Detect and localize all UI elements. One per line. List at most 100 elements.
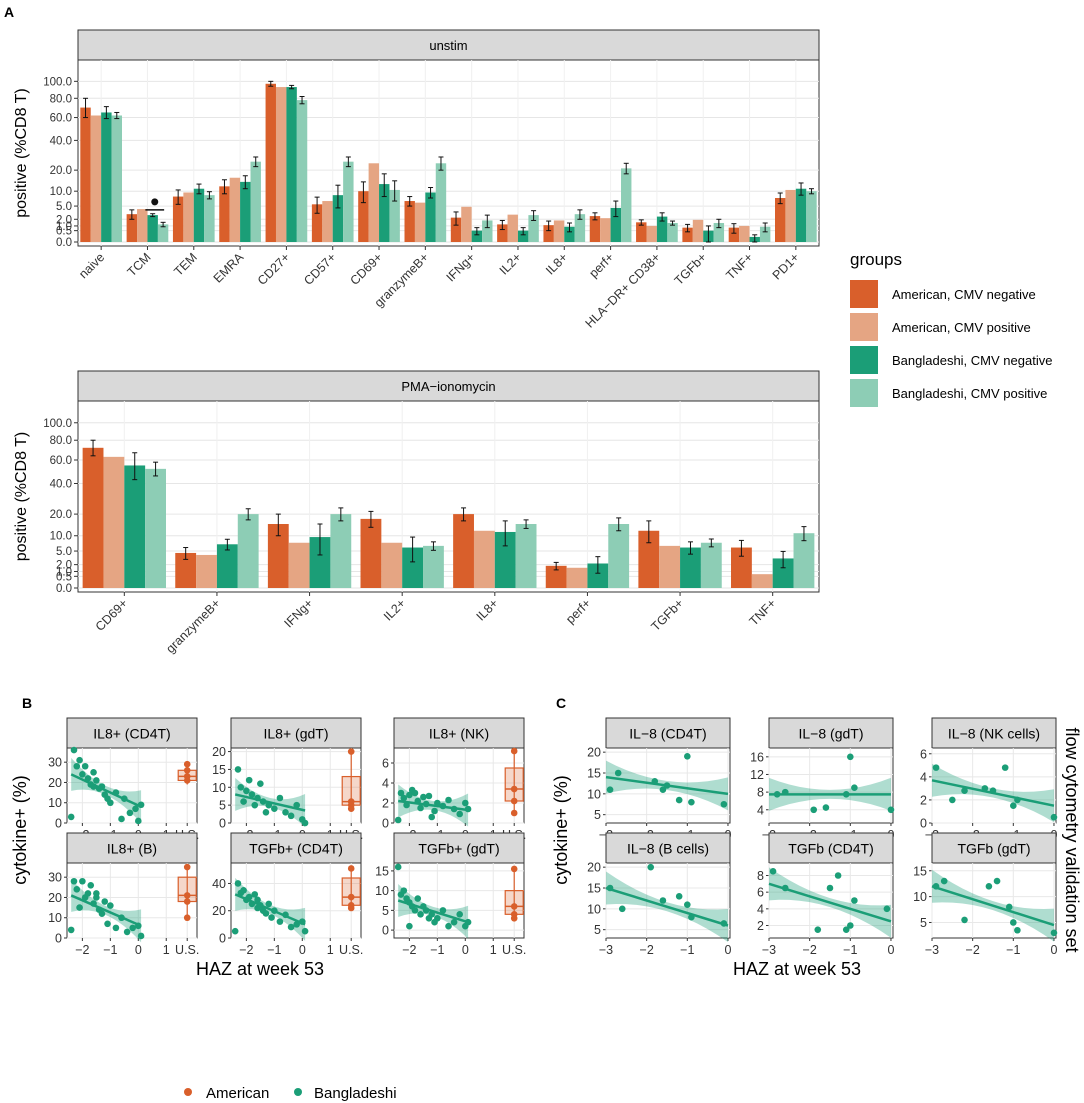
bar bbox=[145, 468, 166, 588]
facet-title: IL−8 (CD4T) bbox=[629, 726, 706, 742]
bar bbox=[636, 222, 647, 242]
bar bbox=[423, 545, 444, 588]
bar bbox=[785, 189, 796, 242]
significance-dot bbox=[151, 198, 159, 206]
x-tick-label: 0 bbox=[462, 943, 469, 957]
y-tick-label: 15 bbox=[587, 767, 601, 781]
data-point bbox=[67, 813, 75, 821]
b-y-axis-label: cytokine+ (%) bbox=[10, 775, 30, 885]
facet-title: TGFb (gdT) bbox=[957, 841, 1030, 857]
data-point bbox=[76, 904, 83, 911]
data-point bbox=[245, 893, 253, 901]
y-tick-label: 10.0 bbox=[50, 531, 72, 543]
legend-label: Bangladeshi, CMV positive bbox=[892, 386, 1047, 401]
data-point bbox=[276, 918, 284, 925]
bar bbox=[667, 222, 678, 242]
bar bbox=[111, 115, 122, 242]
bar bbox=[587, 563, 609, 588]
data-point bbox=[614, 769, 622, 777]
data-point bbox=[439, 802, 447, 810]
y-tick-label: 0 bbox=[219, 817, 226, 831]
b-facet-6: TGFb+ (gdT) 0 5 10 15 −2 −1 0 1 U.S. bbox=[375, 832, 526, 957]
y-tick-label: 0 bbox=[382, 924, 389, 938]
data-point bbox=[688, 798, 695, 806]
y-tick-label: 12 bbox=[750, 768, 764, 782]
data-point bbox=[769, 868, 777, 875]
data-point bbox=[985, 882, 993, 890]
data-point bbox=[73, 762, 81, 770]
bar bbox=[90, 115, 102, 242]
y-tick-label: 30 bbox=[48, 756, 62, 770]
facet-strip bbox=[768, 832, 894, 864]
y-tick-label: 0 bbox=[920, 817, 927, 831]
data-point bbox=[847, 922, 854, 929]
data-point bbox=[134, 817, 142, 825]
bottom-legend: American Bangladeshi bbox=[184, 1085, 397, 1102]
data-point bbox=[271, 907, 278, 915]
bar bbox=[124, 465, 146, 588]
data-point bbox=[118, 815, 125, 823]
data-point bbox=[834, 872, 842, 879]
data-point bbox=[989, 787, 997, 794]
legend-swatch bbox=[850, 280, 878, 308]
bar bbox=[296, 100, 308, 242]
data-point bbox=[940, 877, 948, 885]
y-tick-label: 5 bbox=[219, 799, 226, 813]
y-tick-label: 2.0 bbox=[56, 560, 72, 572]
data-point bbox=[104, 920, 111, 928]
data-point bbox=[240, 886, 247, 894]
y-tick-label: 6 bbox=[382, 757, 389, 771]
us-data-point bbox=[183, 892, 191, 899]
x-tick-label: 1 bbox=[163, 943, 170, 957]
data-point bbox=[298, 918, 306, 925]
bar bbox=[311, 204, 323, 242]
data-point bbox=[112, 789, 120, 796]
x-tick-label: −2 bbox=[640, 943, 654, 957]
y-tick-label: 20 bbox=[587, 861, 601, 875]
bar bbox=[288, 542, 310, 588]
x-tick-label: −2 bbox=[803, 943, 817, 957]
y-tick-label: 5.0 bbox=[56, 546, 72, 558]
data-point bbox=[79, 877, 86, 885]
data-point bbox=[276, 794, 284, 802]
bar bbox=[700, 542, 722, 588]
x-tick-label: CD57+ bbox=[301, 250, 339, 288]
x-tick-label: IL8+ bbox=[474, 596, 501, 623]
facet-strip bbox=[393, 832, 525, 864]
data-point bbox=[417, 804, 424, 812]
c-x-axis-label: HAZ at week 53 bbox=[733, 959, 861, 979]
data-point bbox=[420, 793, 427, 801]
bar bbox=[713, 222, 725, 242]
y-tick-label: 15 bbox=[913, 864, 927, 878]
bar bbox=[646, 225, 657, 242]
bar bbox=[473, 530, 495, 588]
data-point bbox=[456, 810, 463, 818]
bar bbox=[265, 83, 276, 242]
y-tick-label: 0.0 bbox=[56, 237, 72, 249]
bar bbox=[404, 201, 415, 242]
bar bbox=[322, 201, 333, 242]
us-data-point bbox=[183, 914, 191, 922]
data-point bbox=[67, 926, 75, 934]
data-point bbox=[417, 911, 424, 918]
data-point bbox=[781, 788, 789, 796]
bar bbox=[389, 189, 400, 242]
data-point bbox=[883, 905, 891, 913]
data-point bbox=[949, 796, 956, 804]
x-tick-label: 0 bbox=[887, 943, 894, 957]
bar bbox=[343, 161, 354, 242]
data-point bbox=[93, 894, 100, 901]
bar bbox=[358, 191, 369, 242]
data-point bbox=[76, 756, 83, 764]
data-point bbox=[663, 782, 671, 789]
y-tick-label: 40.0 bbox=[50, 135, 72, 147]
facet-title: TGFb+ (CD4T) bbox=[249, 841, 343, 857]
bar bbox=[219, 186, 230, 242]
data-point bbox=[1001, 764, 1009, 771]
data-point bbox=[445, 922, 452, 930]
bar bbox=[751, 574, 773, 588]
data-point bbox=[414, 797, 422, 805]
bar bbox=[126, 214, 138, 242]
